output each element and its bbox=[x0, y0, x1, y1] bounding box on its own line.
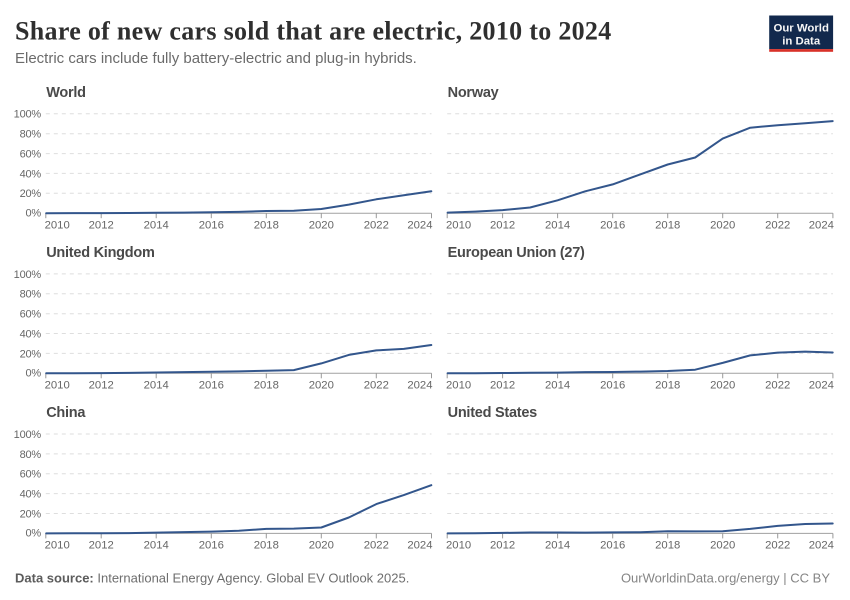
svg-text:European Union (27): European Union (27) bbox=[448, 245, 585, 261]
svg-text:2024: 2024 bbox=[809, 380, 834, 392]
svg-text:2012: 2012 bbox=[490, 540, 515, 552]
svg-text:2016: 2016 bbox=[199, 540, 224, 552]
svg-text:2014: 2014 bbox=[545, 220, 570, 232]
svg-text:2022: 2022 bbox=[765, 380, 790, 392]
svg-text:2010: 2010 bbox=[446, 540, 471, 552]
svg-text:2022: 2022 bbox=[364, 220, 389, 232]
svg-text:2014: 2014 bbox=[144, 380, 169, 392]
svg-text:2010: 2010 bbox=[45, 540, 70, 552]
svg-text:2020: 2020 bbox=[710, 220, 735, 232]
svg-text:2018: 2018 bbox=[655, 540, 680, 552]
svg-text:20%: 20% bbox=[20, 188, 42, 200]
svg-text:Our World: Our World bbox=[773, 23, 829, 35]
svg-text:2014: 2014 bbox=[545, 380, 570, 392]
svg-text:40%: 40% bbox=[20, 489, 42, 501]
svg-text:60%: 60% bbox=[20, 149, 42, 161]
svg-text:2024: 2024 bbox=[809, 540, 834, 552]
svg-text:China: China bbox=[46, 405, 86, 421]
svg-text:2016: 2016 bbox=[600, 380, 625, 392]
svg-text:100%: 100% bbox=[14, 269, 42, 281]
svg-text:2012: 2012 bbox=[89, 540, 114, 552]
svg-text:0%: 0% bbox=[26, 208, 42, 220]
svg-text:2010: 2010 bbox=[446, 380, 471, 392]
svg-text:2014: 2014 bbox=[144, 220, 169, 232]
svg-text:100%: 100% bbox=[14, 429, 42, 441]
svg-text:2018: 2018 bbox=[254, 220, 279, 232]
svg-text:2018: 2018 bbox=[254, 540, 279, 552]
svg-text:20%: 20% bbox=[20, 348, 42, 360]
svg-text:100%: 100% bbox=[14, 109, 42, 121]
svg-text:80%: 80% bbox=[20, 129, 42, 141]
svg-text:Share of new cars sold that ar: Share of new cars sold that are electric… bbox=[15, 17, 612, 46]
svg-text:2010: 2010 bbox=[45, 380, 70, 392]
svg-text:2012: 2012 bbox=[490, 380, 515, 392]
svg-text:2018: 2018 bbox=[655, 220, 680, 232]
svg-text:World: World bbox=[46, 85, 86, 101]
svg-text:2024: 2024 bbox=[407, 540, 432, 552]
svg-text:2018: 2018 bbox=[254, 380, 279, 392]
svg-text:2020: 2020 bbox=[309, 220, 334, 232]
svg-text:2022: 2022 bbox=[364, 540, 389, 552]
svg-text:60%: 60% bbox=[20, 469, 42, 481]
svg-text:0%: 0% bbox=[26, 368, 42, 380]
svg-text:2022: 2022 bbox=[765, 220, 790, 232]
svg-text:Electric cars include fully ba: Electric cars include fully battery-elec… bbox=[15, 50, 417, 67]
svg-text:2016: 2016 bbox=[600, 540, 625, 552]
svg-text:2024: 2024 bbox=[809, 220, 834, 232]
svg-text:2024: 2024 bbox=[407, 220, 432, 232]
svg-text:2012: 2012 bbox=[89, 220, 114, 232]
svg-text:OurWorldinData.org/energy | CC: OurWorldinData.org/energy | CC BY bbox=[621, 571, 830, 586]
svg-text:80%: 80% bbox=[20, 449, 42, 461]
svg-text:40%: 40% bbox=[20, 328, 42, 340]
svg-text:80%: 80% bbox=[20, 289, 42, 301]
svg-text:2020: 2020 bbox=[710, 380, 735, 392]
svg-text:United Kingdom: United Kingdom bbox=[46, 245, 154, 261]
svg-text:2022: 2022 bbox=[765, 540, 790, 552]
svg-text:Norway: Norway bbox=[448, 85, 499, 101]
svg-text:2016: 2016 bbox=[600, 220, 625, 232]
svg-text:2010: 2010 bbox=[446, 220, 471, 232]
svg-text:2012: 2012 bbox=[89, 380, 114, 392]
svg-text:2018: 2018 bbox=[655, 380, 680, 392]
svg-text:2014: 2014 bbox=[545, 540, 570, 552]
svg-text:2010: 2010 bbox=[45, 220, 70, 232]
svg-text:Data source: International Ene: Data source: International Energy Agency… bbox=[15, 571, 409, 586]
svg-text:40%: 40% bbox=[20, 168, 42, 180]
svg-text:2020: 2020 bbox=[309, 540, 334, 552]
svg-text:2016: 2016 bbox=[199, 220, 224, 232]
svg-text:2020: 2020 bbox=[309, 380, 334, 392]
svg-text:in Data: in Data bbox=[782, 36, 821, 48]
svg-text:United States: United States bbox=[448, 405, 538, 421]
svg-text:0%: 0% bbox=[26, 528, 42, 540]
svg-text:20%: 20% bbox=[20, 508, 42, 520]
svg-text:2014: 2014 bbox=[144, 540, 169, 552]
svg-text:2012: 2012 bbox=[490, 220, 515, 232]
svg-text:2016: 2016 bbox=[199, 380, 224, 392]
svg-text:2020: 2020 bbox=[710, 540, 735, 552]
svg-text:2022: 2022 bbox=[364, 380, 389, 392]
svg-text:2024: 2024 bbox=[407, 380, 432, 392]
svg-text:60%: 60% bbox=[20, 309, 42, 321]
